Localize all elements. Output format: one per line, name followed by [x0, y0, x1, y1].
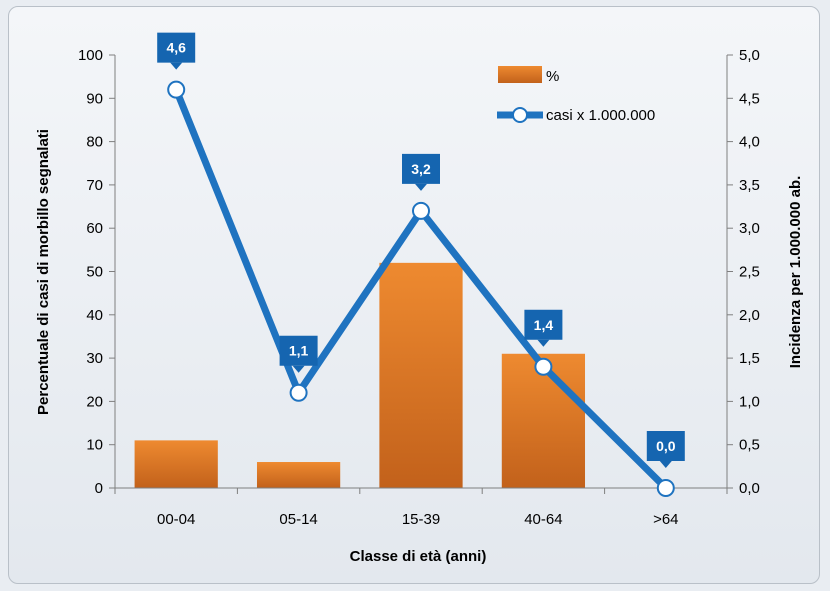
- x-tick-label: 05-14: [279, 511, 317, 528]
- data-label-box: [157, 32, 196, 63]
- legend-bar-swatch: [498, 66, 542, 83]
- data-label: 0,0: [656, 438, 676, 454]
- data-label-box: [646, 431, 685, 461]
- data-label: 1,4: [534, 317, 554, 333]
- line-point: [656, 479, 675, 497]
- y2-tick-label: 1,5: [739, 350, 760, 367]
- y-tick-label: 70: [86, 177, 103, 194]
- bar: [501, 353, 586, 488]
- y2-tick-label: 3,5: [739, 177, 760, 194]
- y2-tick-label: 1,0: [739, 393, 760, 410]
- y2-tick-label: 0,5: [739, 437, 760, 454]
- line-point: [534, 357, 553, 376]
- y-tick-label: 30: [86, 350, 103, 367]
- y2-tick-label: 2,5: [739, 264, 760, 281]
- y2-tick-label: 4,5: [739, 90, 760, 107]
- line-point: [289, 383, 308, 402]
- y-tick-label: 100: [78, 47, 103, 64]
- y2-tick-label: 3,0: [739, 220, 760, 237]
- line-point: [167, 80, 186, 99]
- bar: [134, 440, 218, 488]
- y-tick-label: 50: [86, 264, 103, 281]
- y2-axis-title: Incidenza per 1.000.000 ab.: [787, 176, 804, 369]
- data-label: 3,2: [411, 161, 431, 177]
- data-label-pointer: [659, 461, 672, 468]
- data-label-pointer: [415, 183, 427, 191]
- x-tick-label: >64: [653, 511, 678, 528]
- data-label-pointer: [170, 62, 183, 70]
- y2-tick-label: 0,0: [739, 480, 760, 497]
- legend-line-marker: [512, 107, 528, 123]
- y-tick-label: 80: [86, 134, 103, 151]
- data-label-pointer: [292, 365, 305, 373]
- y-tick-label: 40: [86, 307, 103, 324]
- data-label: 1,1: [289, 343, 309, 359]
- y-axis-title: Percentuale di casi di morbillo segnalat…: [35, 129, 52, 415]
- y-tick-label: 90: [86, 90, 103, 107]
- data-label: 4,6: [166, 40, 186, 56]
- legend-bar-label: %: [546, 68, 559, 85]
- legend-line-label: casi x 1.000.000: [546, 107, 655, 124]
- y-tick-label: 10: [86, 437, 103, 454]
- bar: [256, 462, 341, 488]
- bar: [379, 262, 463, 488]
- x-tick-label: 00-04: [157, 511, 195, 528]
- x-axis-title: Classe di età (anni): [350, 548, 487, 565]
- data-label-box: [279, 335, 318, 366]
- y-tick-label: 60: [86, 220, 103, 237]
- x-tick-label: 15-39: [402, 511, 440, 528]
- y2-tick-label: 4,0: [739, 134, 760, 151]
- y-tick-label: 20: [86, 393, 103, 410]
- y2-tick-label: 5,0: [739, 47, 760, 64]
- y-tick-label: 0: [95, 480, 103, 497]
- data-label-pointer: [537, 339, 550, 347]
- x-tick-label: 40-64: [524, 511, 562, 528]
- y2-tick-label: 2,0: [739, 307, 760, 324]
- data-label-box: [402, 153, 440, 184]
- line-point: [412, 201, 430, 220]
- data-label-box: [524, 309, 563, 340]
